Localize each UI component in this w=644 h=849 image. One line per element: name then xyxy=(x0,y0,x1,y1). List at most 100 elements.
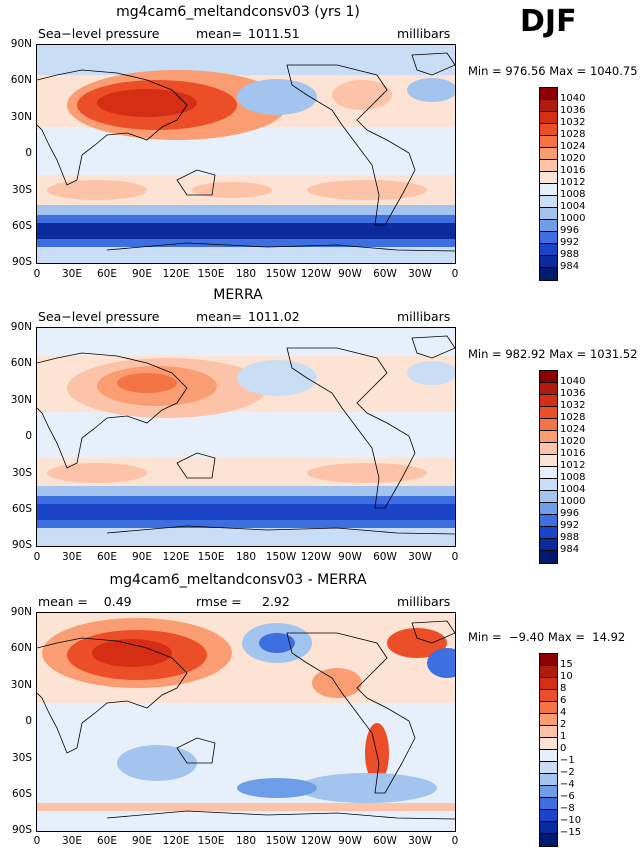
panel-3-colorbar-swatch xyxy=(540,798,557,810)
lon-label: 120W xyxy=(300,835,332,847)
lat-label: 30N xyxy=(10,394,32,406)
colorbar-level-label: 1000 xyxy=(560,496,586,507)
panel-2-colorbar-swatch xyxy=(540,515,557,527)
panel-1-colorbar-swatch xyxy=(540,208,557,220)
panel-3-colorbar-swatch xyxy=(540,726,557,738)
panel-1-colorbar-swatch xyxy=(540,160,557,172)
colorbar-level-label: −6 xyxy=(560,791,575,802)
lon-label: 120E xyxy=(162,835,190,847)
lat-label: 0 xyxy=(25,715,32,727)
colorbar-level-label: −8 xyxy=(560,803,575,814)
panel-3-map xyxy=(36,612,456,832)
lon-label: 150W xyxy=(265,551,297,563)
lat-label: 30S xyxy=(11,467,32,479)
panel-3-colorbar-swatch xyxy=(540,822,557,834)
panel-1-colorbar-swatch xyxy=(540,136,557,148)
lon-label: 150E xyxy=(197,551,225,563)
panel-2-map xyxy=(36,327,456,547)
panel-2-colorbar-swatch xyxy=(540,527,557,539)
panel-1-colorbar-swatch xyxy=(540,88,557,100)
panel-1-variable: Sea−level pressure xyxy=(38,26,160,41)
lat-label: 30S xyxy=(11,184,32,196)
colorbar-level-label: 1004 xyxy=(560,484,586,495)
colorbar-level-label: 988 xyxy=(560,532,580,543)
panel-1-units: millibars xyxy=(397,26,451,41)
lon-label: 180 xyxy=(235,268,257,280)
lon-label: 0 xyxy=(451,551,459,563)
panel-1-minmax: Min = 976.56 Max = 1040.75 xyxy=(468,64,638,78)
colorbar-level-label: 1028 xyxy=(560,412,586,423)
lat-label: 60N xyxy=(10,74,32,86)
lon-label: 90W xyxy=(338,835,362,847)
colorbar-level-label: 988 xyxy=(560,249,580,260)
panel-3-colorbar-swatch xyxy=(540,810,557,822)
lon-label: 150E xyxy=(197,835,225,847)
panel-1-colorbar-swatch xyxy=(540,196,557,208)
lat-label: 30N xyxy=(10,111,32,123)
colorbar-level-label: 1016 xyxy=(560,448,586,459)
panel-1-colorbar-swatch xyxy=(540,244,557,256)
colorbar-level-label: −15 xyxy=(560,827,582,838)
panel-1-colorbar-swatch xyxy=(540,124,557,136)
panel-2-colorbar-swatch xyxy=(540,467,557,479)
lon-label: 0 xyxy=(451,268,459,280)
panel-2-colorbar-swatch xyxy=(540,383,557,395)
panel-1-map xyxy=(36,44,456,264)
lat-label: 90N xyxy=(10,321,32,333)
colorbar-level-label: 1036 xyxy=(560,105,586,116)
colorbar-level-label: −4 xyxy=(560,779,575,790)
lat-label: 60N xyxy=(10,642,32,654)
panel-3-colorbar-swatch xyxy=(540,762,557,774)
panel-1-colorbar xyxy=(539,87,558,281)
panel-1-mean-label: mean= xyxy=(196,26,242,41)
panel-2-colorbar-swatch xyxy=(540,431,557,443)
colorbar-level-label: 1024 xyxy=(560,424,586,435)
panel-3-title: mg4cam6_meltandconsv03 - MERRA xyxy=(109,572,367,588)
panel-3-colorbar-swatch xyxy=(540,702,557,714)
lon-label: 180 xyxy=(235,835,257,847)
panel-3-colorbar-swatch xyxy=(540,786,557,798)
lon-label: 0 xyxy=(33,835,41,847)
lat-label: 30N xyxy=(10,679,32,691)
lon-label: 90E xyxy=(132,835,152,847)
lon-label: 120W xyxy=(300,551,332,563)
colorbar-level-label: 1036 xyxy=(560,388,586,399)
colorbar-level-label: 1016 xyxy=(560,165,586,176)
colorbar-level-label: 984 xyxy=(560,261,580,272)
panel-2-colorbar xyxy=(539,370,558,564)
lon-label: 60W xyxy=(373,551,397,563)
season-label: DJF xyxy=(520,4,577,39)
lat-label: 90N xyxy=(10,38,32,50)
panel-1-colorbar-swatch xyxy=(540,256,557,268)
colorbar-level-label: 15 xyxy=(560,659,573,670)
lon-label: 0 xyxy=(451,835,459,847)
colorbar-level-label: 1032 xyxy=(560,400,586,411)
lon-label: 90E xyxy=(132,268,152,280)
lon-label: 30E xyxy=(62,835,82,847)
lon-label: 120W xyxy=(300,268,332,280)
lon-label: 0 xyxy=(33,268,41,280)
colorbar-level-label: 1012 xyxy=(560,460,586,471)
lat-label: 0 xyxy=(25,147,32,159)
lon-label: 180 xyxy=(235,551,257,563)
panel-2-colorbar-swatch xyxy=(540,503,557,515)
panel-1-colorbar-swatch xyxy=(540,220,557,232)
lon-label: 30W xyxy=(408,835,432,847)
colorbar-level-label: 0 xyxy=(560,743,567,754)
lon-label: 60W xyxy=(373,835,397,847)
colorbar-level-label: 4 xyxy=(560,707,567,718)
lon-label: 30E xyxy=(62,268,82,280)
colorbar-level-label: 996 xyxy=(560,508,580,519)
panel-2-colorbar-swatch xyxy=(540,491,557,503)
colorbar-level-label: −2 xyxy=(560,767,575,778)
lon-label: 120E xyxy=(162,268,190,280)
colorbar-level-label: 1024 xyxy=(560,141,586,152)
colorbar-level-label: 1008 xyxy=(560,472,586,483)
colorbar-level-label: 1 xyxy=(560,731,567,742)
panel-1-colorbar-swatch xyxy=(540,172,557,184)
lon-label: 120E xyxy=(162,551,190,563)
colorbar-level-label: 984 xyxy=(560,544,580,555)
colorbar-level-label: 2 xyxy=(560,719,567,730)
panel-3-rmse-value: 2.92 xyxy=(262,594,290,609)
panel-3-colorbar-swatch xyxy=(540,774,557,786)
